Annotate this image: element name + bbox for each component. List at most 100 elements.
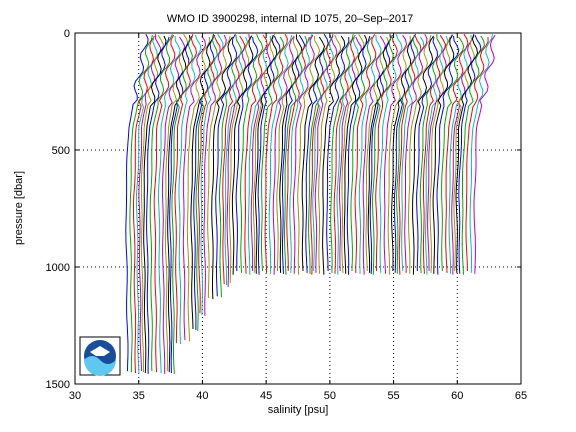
salinity-profile-line [451,35,475,275]
salinity-profile-line [465,36,489,272]
salinity-profile-line [422,34,447,274]
salinity-profile-line [178,34,202,345]
y-axis-ticks: 0 500 1000 1500 [46,28,521,391]
salinity-profile-line [398,35,422,275]
salinity-profile-line [140,34,164,373]
salinity-profile-line [458,34,482,274]
salinity-profile-line [341,33,365,273]
y-tick-label: 0 [64,28,70,40]
x-axis-ticks: 30 35 40 45 50 55 60 65 [69,33,527,402]
salinity-profile-line [391,36,415,272]
salinity-profile-line [330,34,354,273]
salinity-profile-line [153,34,176,373]
salinity-profile-line [312,36,334,272]
y-tick-label: 1000 [46,262,70,274]
salinity-profile-line [289,33,313,273]
salinity-profile-line [261,36,285,272]
salinity-profile-line [404,33,428,273]
salinity-profile-line [432,34,455,274]
salinity-profile-line [375,36,398,272]
salinity-profile-line [333,34,356,274]
salinity-profile-line [244,34,268,274]
salinity-profile-line [207,35,231,299]
salinity-profile-line [453,36,475,272]
salinity-profile-line [314,34,338,273]
x-tick-label: 65 [515,390,527,402]
salinity-profile-line [393,33,417,273]
salinity-profile-line [301,36,326,272]
salinity-profile-line [211,36,233,300]
plot-area: 30 35 40 45 50 55 60 65 0 500 1000 1500 [46,28,528,402]
salinity-profile-line [161,36,186,374]
salinity-profile-line [286,36,310,272]
salinity-profile-line [164,33,189,372]
salinity-profile-line [276,36,299,271]
salinity-profile-line [247,35,272,275]
salinity-profile-line [138,34,162,372]
profile-lines [125,33,496,374]
salinity-profile-line [231,35,254,275]
x-tick-label: 30 [69,390,81,402]
salinity-profile-line [455,34,479,273]
plot-frame [74,32,522,385]
salinity-profile-line [264,33,288,273]
salinity-profile-line [346,35,371,275]
salinity-profile-line [326,36,350,272]
salinity-profile-line [338,36,362,272]
salinity-profile-line [408,34,432,274]
salinity-profile-line [372,35,394,275]
salinity-profile-line [429,33,453,273]
salinity-profile-line [461,35,485,275]
salinity-profile-line [297,35,321,275]
noaa-logo [79,336,121,376]
salinity-profile-line [358,35,382,274]
salinity-profile-line [379,34,403,273]
salinity-profile-line [416,36,439,271]
salinity-profile-line [219,35,242,298]
x-tick-label: 55 [387,390,399,402]
salinity-profile-line [169,35,193,374]
y-tick-label: 1500 [46,379,70,391]
salinity-profile-line [354,33,377,273]
salinity-profile-line [383,34,408,274]
y-tick-label: 500 [52,145,70,157]
salinity-profile-line [336,35,359,275]
salinity-profile-line [369,34,393,274]
salinity-profile-line [215,33,238,297]
salinity-profile-line [146,36,170,374]
salinity-profile-line [279,34,303,273]
salinity-profile-line [182,35,207,341]
salinity-profile-line [441,36,465,272]
salinity-profile-line [190,34,214,330]
salinity-profile-line [427,36,451,271]
salinity-profile-line [149,33,173,372]
salinity-profile-line [322,35,346,275]
salinity-profile-line [436,35,460,275]
salinity-profile-line [469,34,494,273]
salinity-profile-line [143,35,167,374]
salinity-profile-line [412,35,434,275]
salinity-profile-line [445,33,469,273]
noaa-logo-wave [84,356,116,376]
chart-title: WMO ID 3900298, internal ID 1075, 20–Sep… [167,13,413,25]
salinity-profile-line [186,36,211,342]
salinity-profile-line [240,34,264,273]
salinity-profile-line [125,33,149,372]
salinity-profile-line [255,34,278,274]
salinity-profile-line [318,34,342,274]
salinity-profile-line [193,34,216,330]
salinity-profile-line [235,36,259,271]
x-tick-label: 45 [260,390,272,402]
y-axis-label: pressure [dbar] [13,171,25,245]
salinity-profile-line [401,36,425,272]
salinity-profile-line [362,35,386,275]
x-axis-label: salinity [psu] [268,404,329,416]
salinity-profile-line [203,34,227,316]
salinity-profile-line [250,36,274,272]
salinity-profile-line [350,36,373,272]
salinity-profile-line [282,34,306,274]
x-tick-label: 35 [133,390,145,402]
salinity-profile-line [226,34,251,287]
salinity-profile-line [272,35,295,275]
